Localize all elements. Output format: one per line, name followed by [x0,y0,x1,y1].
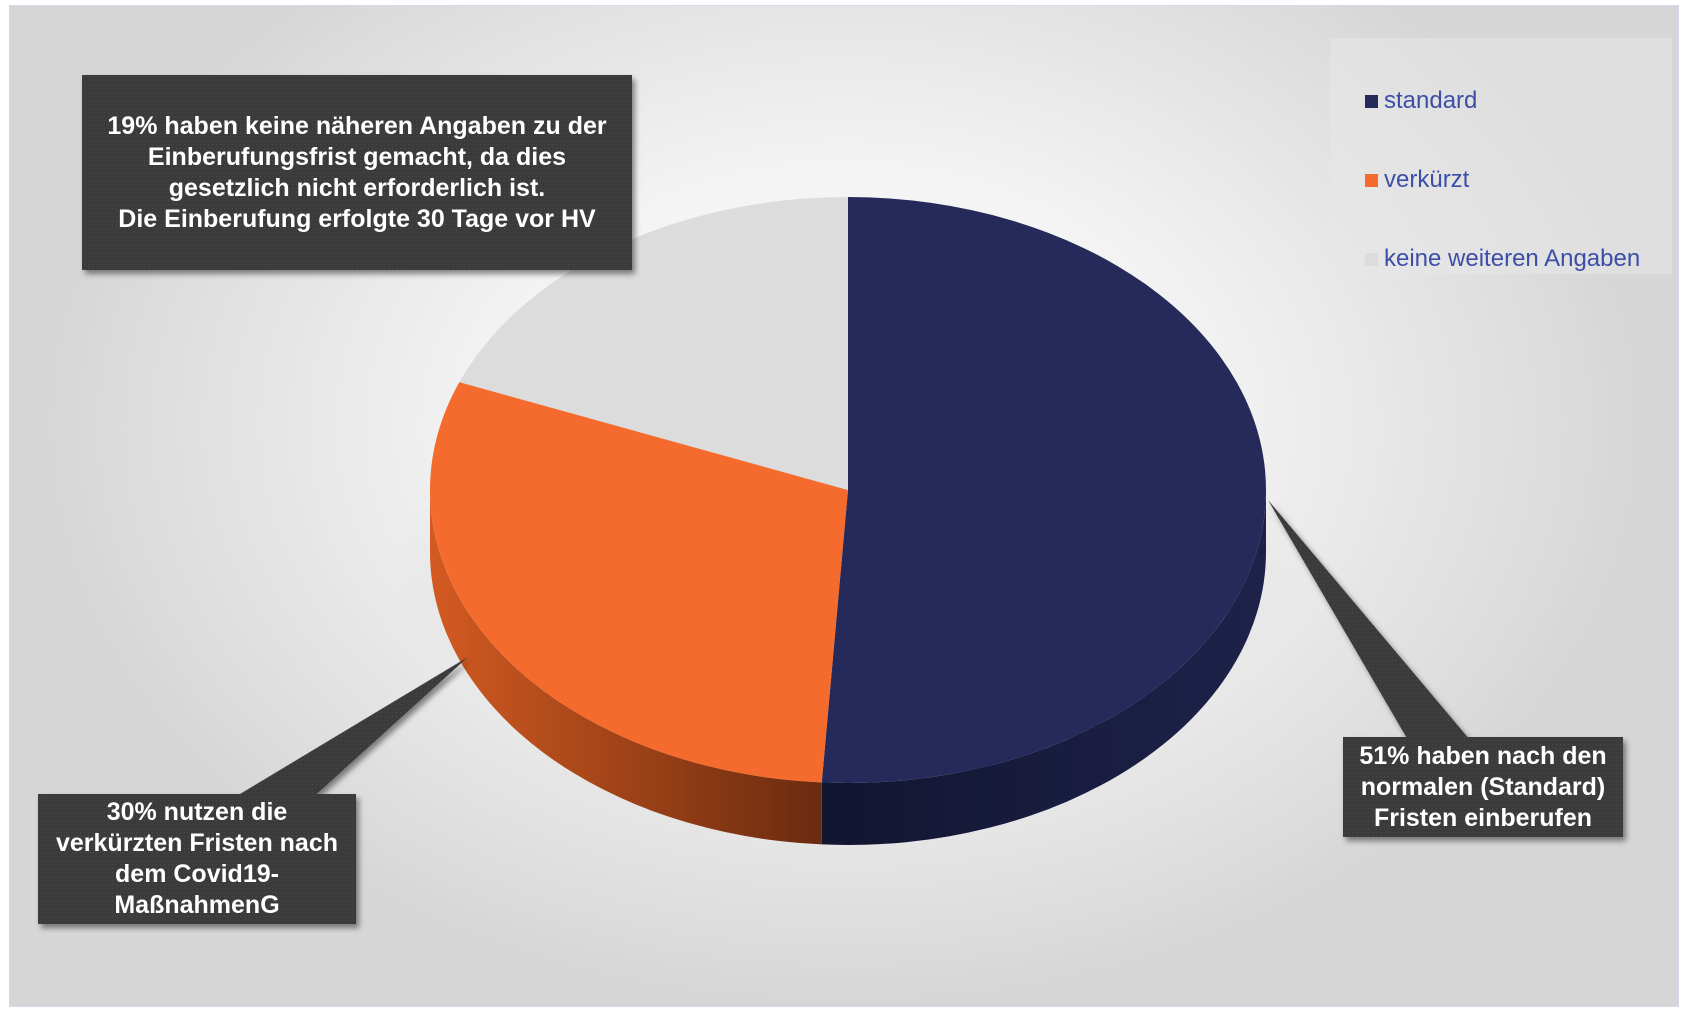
callout-standard-shape-pointer [1268,500,1470,740]
callout-no-details-line-3: gesetzlich nicht erforderlich ist. [168,173,546,202]
pie-side-verkuerzt [430,490,822,845]
legend-label-standard: standard [1384,87,1478,114]
callout-standard-line-2: normalen (Standard) [1360,772,1606,801]
callout-no-details-line-1: 19% haben keine näheren Angaben zu der [107,111,607,140]
callout-shortened-shape-box [38,794,356,924]
callout-shortened-line-3: dem Covid19- [115,860,279,888]
callout-standard: 51% haben nach den normalen (Standard) F… [1343,737,1623,837]
legend: standard verkürzt keine weiteren Angaben [1330,38,1672,274]
pie-slice-keine [459,197,848,490]
callout-no-details-shape [82,75,632,270]
callout-standard-line-3: Fristen einberufen [1373,803,1593,832]
legend-swatch-verkuerzt [1365,173,1378,187]
callout-standard-line-1: 51% haben nach den [1359,741,1607,770]
callout-no-details-shape-box [82,75,632,270]
pie-slice-verkuerzt [429,382,848,783]
legend-item-standard[interactable]: standard [1365,86,1477,116]
callout-standard-shape-box [1343,737,1623,837]
callout-no-details: 19% haben keine näheren Angaben zu der E… [82,75,632,270]
callout-shortened-line-1: 30% nutzen die [106,798,288,826]
callout-no-details-line-2: Einberufungsfrist gemacht, da dies [147,142,567,171]
legend-label-keine: keine weiteren Angaben [1384,245,1641,272]
callout-no-details-line-4: Die Einberufung erfolgte 30 Tage vor HV [118,204,596,233]
legend-item-verkuerzt[interactable]: verkürzt [1365,165,1469,195]
legend-item-keine[interactable]: keine weiteren Angaben [1365,244,1640,274]
callout-shortened-shape-pointer [230,657,468,800]
legend-label-verkuerzt: verkürzt [1384,166,1470,193]
pie-slice-standard [821,197,1267,784]
callout-shortened-line-4: MaßnahmenG [114,891,280,919]
callout-shortened: 30% nutzen die verkürzten Fristen nach d… [38,794,356,924]
callout-standard-shape [1268,500,1623,837]
legend-swatch-standard [1365,94,1378,108]
callout-shortened-line-2: verkürzten Fristen nach [55,829,339,857]
pie-side-standard [821,490,1266,845]
callout-shortened-shape [38,657,468,924]
legend-swatch-keine [1365,252,1378,266]
